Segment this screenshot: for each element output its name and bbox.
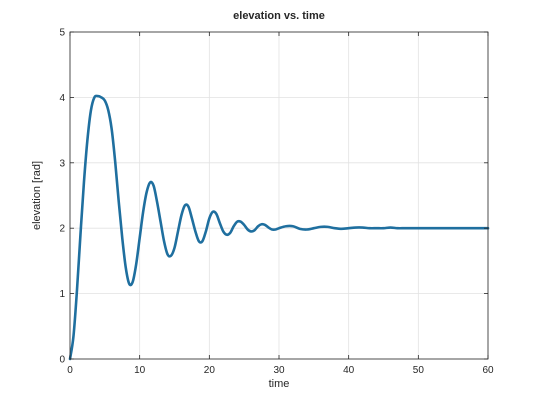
x-tick-label: 50 <box>413 365 425 376</box>
y-tick-label: 3 <box>59 158 65 169</box>
x-tick-label: 20 <box>204 365 216 376</box>
x-tick-label: 60 <box>482 365 494 376</box>
series-line-0 <box>68 94 490 361</box>
x-tick-label: 0 <box>67 365 73 376</box>
x-axis-label: time <box>269 378 290 390</box>
y-tick-label: 2 <box>59 224 65 235</box>
y-tick-label: 1 <box>59 289 65 300</box>
x-tick-label: 40 <box>343 365 355 376</box>
chart-title: elevation vs. time <box>233 10 325 22</box>
y-tick-label: 5 <box>59 28 65 39</box>
series-layer <box>68 94 490 361</box>
x-tick-label: 10 <box>134 365 146 376</box>
y-tick-label: 4 <box>59 93 65 104</box>
ticks: 0 10 20 30 40 50 60 0 1 2 3 4 5 <box>59 28 494 377</box>
x-tick-label: 30 <box>273 365 285 376</box>
y-tick-label: 0 <box>59 355 65 366</box>
y-axis-label: elevation [rad] <box>31 161 43 230</box>
